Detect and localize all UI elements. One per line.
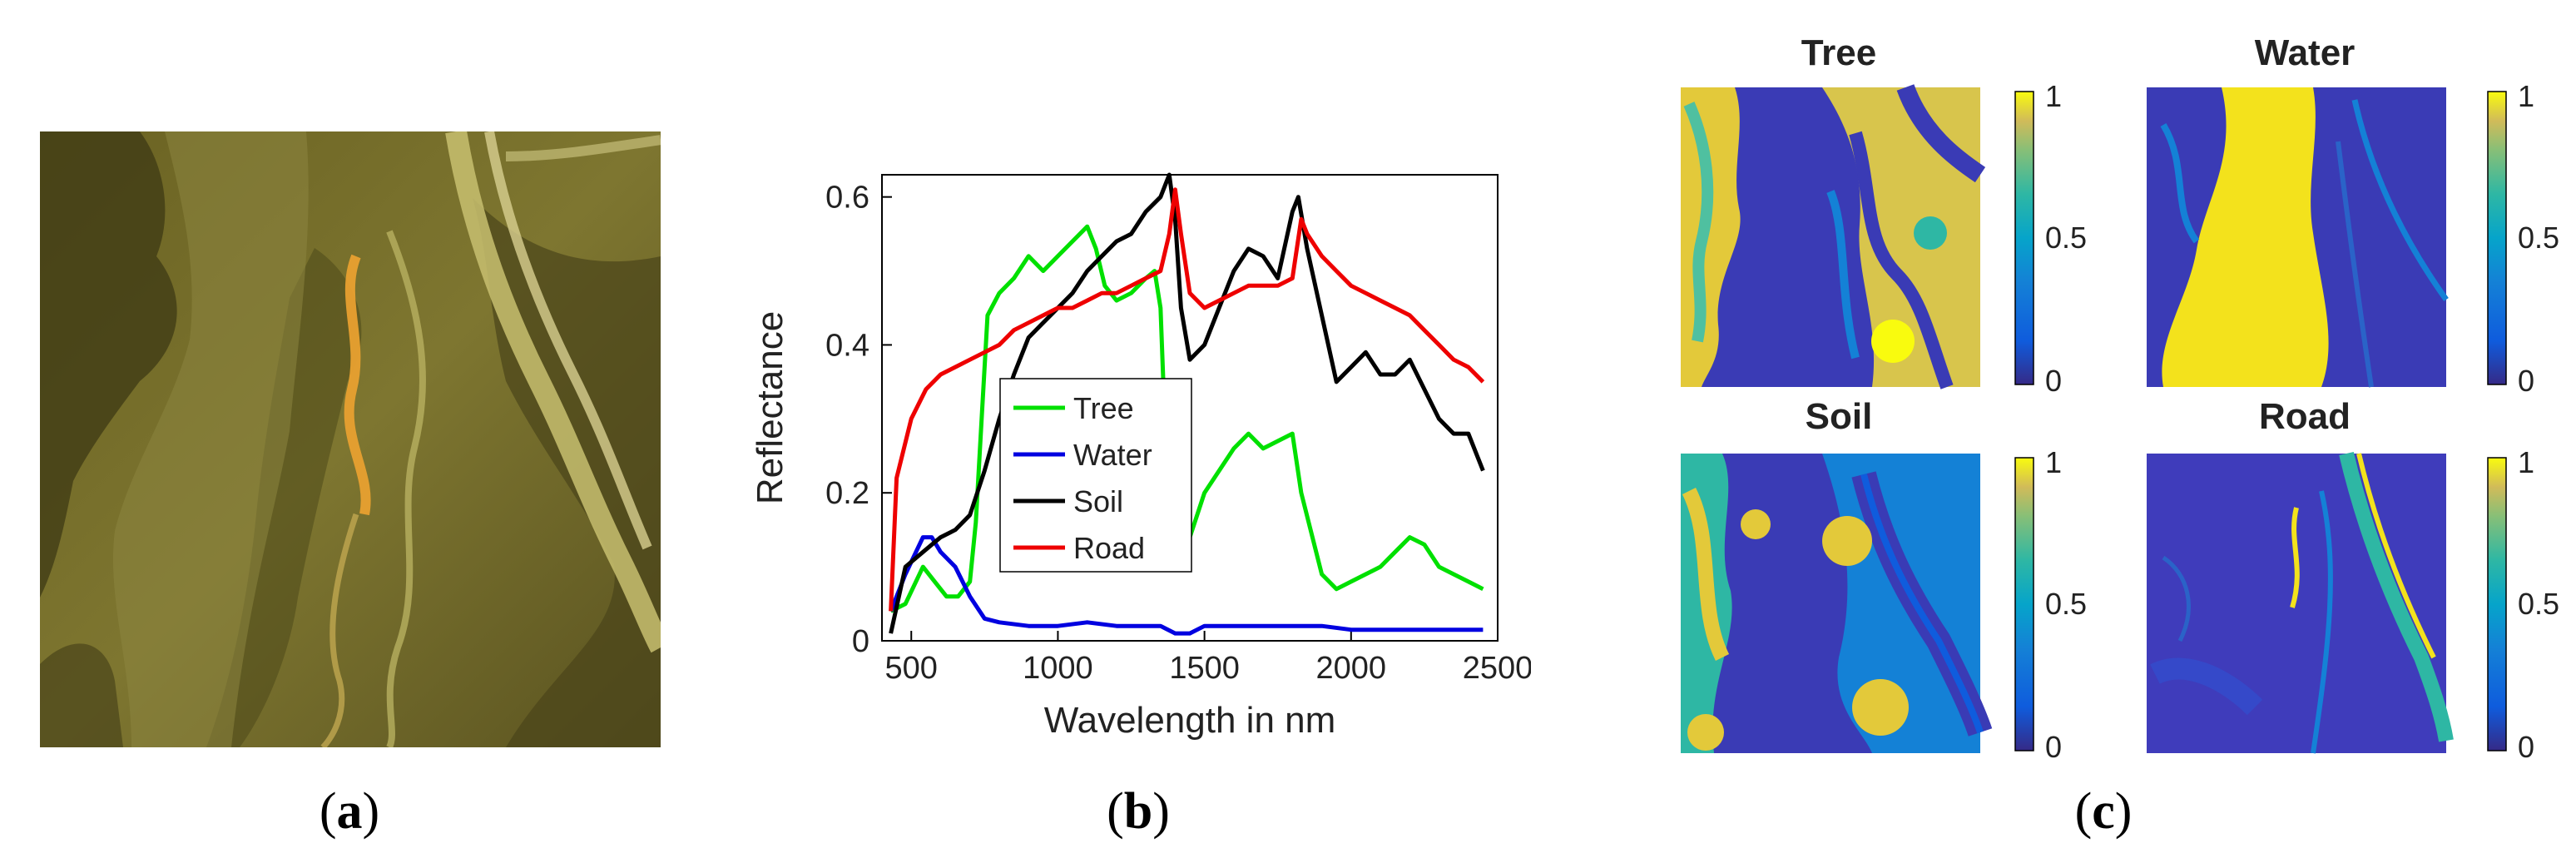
colorbar-tree-tick: 0.5	[2045, 221, 2087, 255]
x-axis-label: Wavelength in nm	[1044, 700, 1336, 741]
map-title-soil: Soil	[1806, 396, 1873, 437]
series-line-road	[889, 187, 1485, 612]
x-tick-labels: 500 1000 1500 2000 2500	[885, 651, 1531, 686]
colorbar-water	[2487, 91, 2507, 385]
x-tick-label: 2500	[1463, 651, 1531, 686]
caption-b: (b)	[1107, 783, 1170, 840]
y-axis-label: Reflectance	[750, 311, 790, 504]
map-title-water: Water	[2255, 32, 2356, 73]
colorbar-road	[2487, 457, 2507, 751]
colorbar-road-tick: 0	[2518, 730, 2534, 764]
aerial-valley	[112, 131, 309, 747]
y-tick-label: 0	[852, 624, 869, 659]
map-tree	[1681, 84, 1986, 389]
series-line-tree	[889, 224, 1484, 613]
legend-label-water: Water	[1073, 438, 1152, 472]
colorbar-soil-tick: 0.5	[2045, 587, 2087, 621]
map-soil	[1681, 454, 1993, 753]
legend: Tree Water Soil Road	[999, 378, 1192, 573]
x-tick-label: 500	[885, 651, 938, 686]
colorbar-road-tick: 1	[2518, 445, 2534, 479]
aerial-road-top	[505, 135, 661, 161]
x-tick-label: 2000	[1316, 651, 1387, 686]
abundance-maps: Tree Water Soil Road	[1681, 32, 2559, 764]
caption-c: (c)	[2074, 783, 2133, 840]
aerial-hill-bottom-left	[40, 643, 123, 747]
aerial-road-thin-2	[320, 513, 359, 747]
colorbar-water-tick: 0	[2518, 364, 2534, 398]
colorbar-soil	[2014, 457, 2034, 751]
aerial-hill-left	[40, 131, 177, 598]
colorbar-water-tick: 1	[2518, 79, 2534, 113]
colorbar-tree-tick: 1	[2045, 79, 2062, 113]
legend-label-tree: Tree	[1073, 391, 1134, 425]
legend-label-road: Road	[1073, 531, 1145, 565]
aerial-road-bright	[344, 254, 371, 516]
map-title-tree: Tree	[1801, 32, 1877, 73]
y-tick-labels: 0 0.2 0.4 0.6	[825, 181, 869, 659]
colorbar-road-tick: 0.5	[2518, 587, 2559, 621]
y-tick-label: 0.2	[825, 476, 869, 511]
colorbar-soil-tick: 1	[2045, 445, 2062, 479]
x-tick-label: 1000	[1023, 651, 1093, 686]
plot-frame	[881, 174, 1499, 642]
y-tick-label: 0.4	[825, 328, 869, 363]
aerial-road-thin	[386, 230, 426, 747]
series-line-water	[889, 535, 1484, 636]
map-road	[2147, 451, 2454, 754]
aerial-road-main	[445, 131, 661, 653]
y-tick-label: 0.6	[825, 181, 869, 216]
legend-box	[999, 378, 1192, 573]
x-tick-label: 1500	[1169, 651, 1240, 686]
colorbar-water-tick: 0.5	[2518, 221, 2559, 255]
spectra-chart: 500 1000 1500 2000 2500 0 0.2 0.4 0.6 Wa…	[750, 172, 1531, 741]
aerial-road-main-2	[484, 131, 652, 550]
caption-a: (a)	[319, 783, 380, 840]
map-title-road: Road	[2259, 396, 2351, 437]
legend-label-soil: Soil	[1073, 484, 1123, 518]
colorbar-soil-tick: 0	[2045, 730, 2062, 764]
colorbar-tree	[2014, 91, 2034, 385]
map-water	[2147, 87, 2449, 388]
aerial-image	[40, 131, 661, 747]
colorbar-tree-tick: 0	[2045, 364, 2062, 398]
